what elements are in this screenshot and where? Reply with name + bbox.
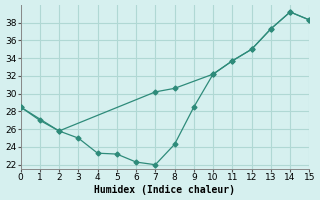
X-axis label: Humidex (Indice chaleur): Humidex (Indice chaleur) [94, 185, 236, 195]
